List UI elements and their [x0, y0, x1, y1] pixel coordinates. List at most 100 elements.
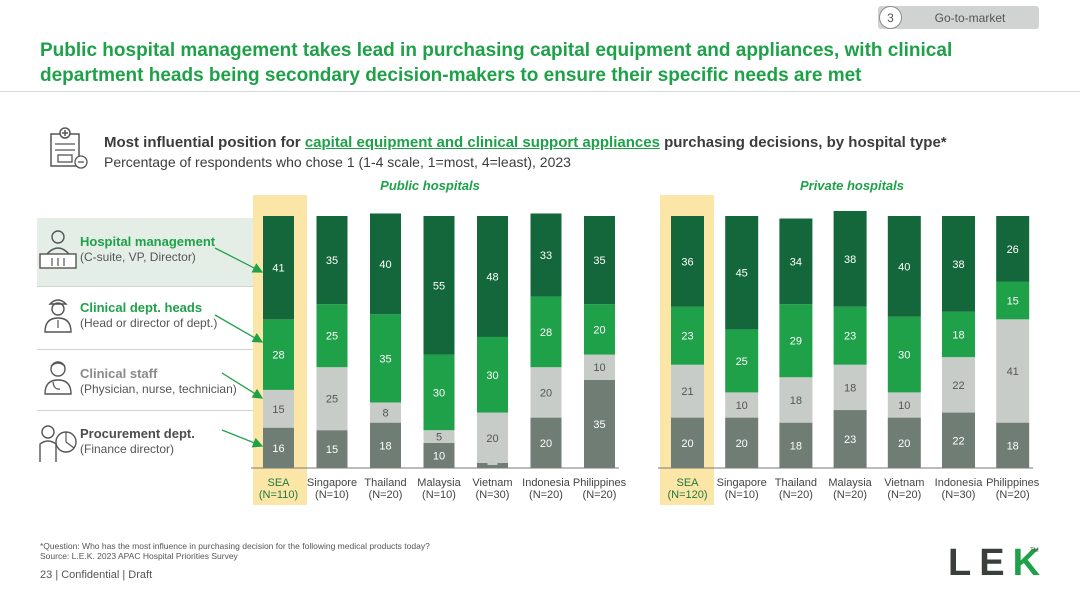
public-bar-malaysia-procurement-dept: [423, 442, 455, 468]
logo-trademark: TM: [1030, 548, 1039, 554]
public-label-philippines-clinical-dept-heads: 20: [593, 324, 605, 336]
public-category-vietnam: Vietnam: [472, 477, 512, 489]
public-label-singapore-clinical-dept-heads: 25: [326, 331, 338, 343]
private-bar-philippines-hospital-management: [996, 216, 1030, 282]
public-sample-size-philippines: (N=20): [583, 489, 617, 501]
legend-clinical-staff-title: Clinical staff: [80, 366, 158, 381]
private-label-indonesia-clinical-staff: 22: [952, 380, 964, 392]
private-bar-indonesia-clinical-staff: [942, 357, 975, 413]
public-bar-vietnam-clinical-dept-heads: [477, 336, 508, 413]
public-bar-sea-hospital-management: [263, 216, 294, 320]
chart-subtitle-line2: Percentage of respondents who chose 1 (1…: [104, 154, 571, 170]
private-category-sea: SEA: [676, 477, 699, 489]
subtitle-highlight-link: capital equipment and clinical support a…: [304, 134, 660, 151]
private-bar-indonesia-hospital-management: [942, 216, 975, 312]
public-sample-size-sea: (N=110): [259, 489, 298, 501]
public-sample-size-malaysia: (N=10): [422, 489, 456, 501]
private-bar-thailand-clinical-staff: [779, 377, 813, 423]
legend-clinical-heads-sub: (Head or director of dept.): [80, 316, 218, 330]
public-sample-size-vietnam: (N=30): [476, 489, 510, 501]
private-label-thailand-hospital-management: 34: [790, 256, 802, 268]
clinical-head-icon: [44, 299, 72, 333]
private-bar-singapore-clinical-staff: [725, 392, 759, 418]
public-bar-indonesia-hospital-management: [530, 213, 562, 297]
public-bar-malaysia-clinical-dept-heads: [423, 354, 455, 431]
public-label-philippines-procurement-dept: 35: [593, 419, 605, 431]
private-hospitals-label: Private hospitals: [799, 178, 905, 193]
public-bar-indonesia-clinical-dept-heads: [530, 296, 562, 368]
public-label-malaysia-procurement-dept: 10: [433, 450, 445, 462]
private-label-malaysia-clinical-dept-heads: 23: [844, 331, 856, 343]
legend-procurement-title: Procurement dept.: [80, 426, 195, 441]
private-label-thailand-clinical-dept-heads: 29: [790, 336, 802, 348]
private-sample-size-philippines: (N=20): [996, 489, 1030, 501]
public-bar-philippines-hospital-management: [584, 216, 615, 305]
private-label-thailand-procurement-dept: 18: [790, 440, 802, 452]
private-label-sea-clinical-dept-heads: 23: [681, 331, 693, 343]
private-bar-vietnam-clinical-staff: [887, 392, 921, 418]
private-label-malaysia-hospital-management: 38: [844, 254, 856, 266]
public-label-indonesia-hospital-management: 33: [540, 250, 552, 262]
private-bar-sea-procurement-dept: [671, 417, 704, 468]
legend-management-highlight: [37, 218, 265, 286]
legend-management-sub: (C-suite, VP, Director): [80, 250, 196, 264]
public-label-sea-hospital-management: 41: [272, 263, 284, 275]
page-label: | Confidential | Draft: [55, 569, 153, 581]
private-bar-singapore-clinical-dept-heads: [725, 329, 759, 393]
legend-clinical-heads-title: Clinical dept. heads: [80, 300, 203, 315]
arrow-clinical-staff: [221, 372, 264, 399]
public-bar-indonesia-procurement-dept: [530, 417, 562, 468]
private-bar-indonesia-clinical-dept-heads: [942, 311, 975, 358]
public-label-singapore-clinical-staff: 25: [326, 394, 338, 406]
public-bar-singapore-procurement-dept: [316, 430, 348, 468]
private-label-vietnam-clinical-dept-heads: 30: [898, 350, 910, 362]
private-bar-philippines-clinical-staff: [996, 319, 1030, 423]
public-category-indonesia: Indonesia: [522, 477, 571, 489]
public-label-sea-procurement-dept: 16: [272, 443, 284, 455]
private-label-indonesia-hospital-management: 38: [952, 259, 964, 271]
public-label-malaysia-hospital-management: 55: [433, 280, 445, 292]
private-label-malaysia-clinical-staff: 18: [844, 382, 856, 394]
public-bar-vietnam-procurement-dept: [477, 462, 508, 468]
private-bar-vietnam-hospital-management: [887, 216, 921, 317]
private-sample-size-thailand: (N=20): [779, 489, 813, 501]
arrow-clinical-heads: [214, 314, 264, 343]
public-bar-vietnam-hospital-management: [477, 216, 508, 337]
header-divider: [0, 91, 1080, 92]
legend-management-title: Hospital management: [80, 234, 216, 249]
hospital-equipment-icon: [50, 127, 88, 169]
private-label-philippines-clinical-dept-heads: 15: [1007, 295, 1019, 307]
public-label-indonesia-clinical-dept-heads: 28: [540, 327, 552, 339]
private-bar-philippines-procurement-dept: [996, 422, 1030, 468]
section-tag: [878, 6, 1039, 29]
public-label-philippines-clinical-staff: 10: [593, 362, 605, 374]
public-label-malaysia-clinical-staff: 5: [436, 432, 442, 444]
arrow-procurement: [221, 429, 264, 448]
private-bar-malaysia-clinical-staff: [833, 364, 867, 411]
public-category-thailand: Thailand: [364, 477, 406, 489]
private-label-vietnam-clinical-staff: 10: [898, 400, 910, 412]
management-icon: [39, 230, 77, 269]
public-bar-indonesia-clinical-staff: [530, 367, 562, 418]
private-category-malaysia: Malaysia: [828, 477, 872, 489]
private-bar-malaysia-clinical-dept-heads: [833, 306, 867, 365]
legend-clinical-staff-sub: (Physician, nurse, technician): [80, 382, 237, 396]
section-label: Go-to-market: [934, 11, 1006, 25]
section-number: 3: [879, 6, 902, 29]
private-bar-indonesia-procurement-dept: [942, 412, 975, 468]
chart-subtitle: Most influential position for capital eq…: [104, 134, 947, 151]
private-category-singapore: Singapore: [717, 477, 767, 489]
private-category-vietnam: Vietnam: [884, 477, 924, 489]
private-label-philippines-clinical-staff: 41: [1007, 366, 1019, 378]
public-bar-singapore-hospital-management: [316, 216, 348, 305]
private-sample-size-vietnam: (N=20): [887, 489, 921, 501]
public-bar-philippines-clinical-dept-heads: [584, 304, 615, 355]
public-bar-thailand-clinical-dept-heads: [370, 314, 401, 403]
public-label-vietnam-clinical-staff: 20: [486, 433, 498, 445]
public-label-sea-clinical-staff: 15: [272, 404, 284, 416]
public-label-indonesia-clinical-staff: 20: [540, 387, 552, 399]
private-bar-sea-hospital-management: [671, 216, 704, 307]
private-bar-singapore-hospital-management: [725, 216, 759, 330]
private-label-singapore-hospital-management: 45: [736, 268, 748, 280]
